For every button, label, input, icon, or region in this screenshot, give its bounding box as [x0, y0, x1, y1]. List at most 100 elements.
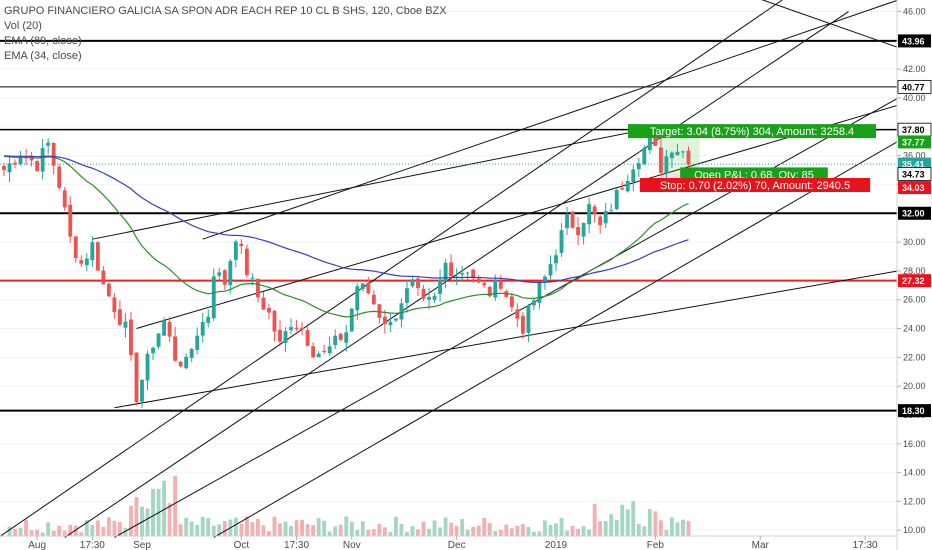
horizontal-levels[interactable]: [0, 39, 897, 412]
volume-bar: [29, 530, 34, 536]
volume-bar: [18, 527, 23, 536]
price-badge: [897, 79, 932, 94]
candle-body: [526, 305, 531, 333]
trend-line[interactable]: [202, 0, 899, 240]
trend-line[interactable]: [136, 104, 899, 329]
candle-body: [311, 346, 316, 358]
volume-bar: [520, 524, 525, 536]
x-tick-label: Aug: [28, 540, 46, 550]
y-tick-label: 26.00: [903, 295, 926, 305]
candle-body: [140, 379, 144, 402]
volume-bar: [581, 526, 586, 536]
trend-line[interactable]: [213, 140, 899, 538]
y-tick-label: 22.00: [903, 352, 926, 362]
price-badge: [898, 206, 931, 220]
volume-bar: [129, 505, 133, 536]
volume-bar: [84, 520, 89, 536]
y-tick-label: 24.00: [903, 324, 926, 334]
price-badge-label: 34.73: [902, 169, 925, 179]
candle-body: [200, 322, 205, 336]
candle-body: [112, 297, 117, 313]
price-badge-label: 18.30: [902, 406, 925, 416]
stop-label-box[interactable]: [639, 177, 871, 192]
candle-body: [543, 276, 547, 283]
volume-bar: [531, 531, 536, 536]
candlesticks: [2, 125, 691, 408]
volume-bar: [250, 522, 255, 536]
volume-bar: [598, 521, 603, 536]
trend-line[interactable]: [755, 0, 899, 49]
volume-bar: [658, 520, 663, 536]
volume-bar: [344, 516, 349, 536]
y-tick-label: 16.00: [903, 439, 926, 449]
candle-body: [327, 346, 332, 354]
candle-body: [283, 331, 288, 343]
volume-bar: [603, 521, 608, 536]
candle-body: [603, 210, 608, 224]
volume-bar: [432, 520, 437, 536]
volume-bar: [200, 516, 205, 536]
indicator-ema-34[interactable]: EMA (34, close): [4, 50, 82, 62]
volume-bar: [498, 529, 503, 536]
trend-line[interactable]: [0, 0, 783, 538]
candle-body: [393, 318, 398, 321]
volume-bar: [57, 525, 62, 536]
candle-body: [62, 190, 67, 208]
candle-body: [636, 163, 641, 170]
volume-bar: [233, 517, 238, 536]
volume-bar: [526, 527, 531, 536]
candle-body: [173, 336, 178, 361]
volume-bar: [449, 522, 454, 536]
price-badge: [897, 167, 932, 181]
target-label[interactable]: Target: 3.04 (8.75%) 304, Amount: 3258.4: [650, 126, 854, 138]
candle-body: [416, 278, 420, 288]
volume-bar: [465, 529, 470, 536]
volume-bar: [642, 526, 647, 536]
candle-body: [129, 319, 133, 355]
indicator-volume[interactable]: Vol (20): [4, 20, 42, 32]
candle-body: [565, 214, 569, 229]
stop-label[interactable]: Stop: 0.70 (2.02%) 70, Amount: 2940.5: [660, 180, 850, 192]
candle-body: [681, 151, 685, 153]
volume-bar: [189, 521, 194, 536]
volume-bar: [134, 497, 139, 536]
volume-bar: [305, 524, 310, 536]
volume-bar: [261, 525, 266, 536]
candle-body: [90, 242, 95, 261]
y-tick-label: 10.00: [903, 525, 926, 535]
candle-body: [675, 151, 680, 156]
volume-bar: [647, 509, 652, 536]
trend-lines[interactable]: [0, 0, 899, 538]
candle-body: [18, 156, 23, 165]
trend-line[interactable]: [114, 270, 899, 409]
open-pl-label-box[interactable]: [680, 167, 828, 182]
symbol-title[interactable]: GRUPO FINANCIERO GALICIA SA SPON ADR EAC…: [4, 5, 447, 17]
volume-bar: [278, 523, 282, 536]
time-axis[interactable]: Aug 17:30 Sep Oct 17:30 Nov Dec 2019 Feb Mar 17:30: [0, 535, 897, 550]
volume-bar: [482, 517, 487, 536]
candle-body: [460, 273, 465, 275]
candle-body: [244, 248, 249, 276]
volume-bar: [576, 528, 581, 536]
candle-body: [658, 147, 663, 173]
volume-bar: [140, 506, 144, 536]
candle-body: [669, 152, 674, 159]
volume-bar: [151, 488, 155, 536]
volume-bar: [255, 518, 260, 536]
candle-body: [13, 162, 17, 165]
candle-body: [360, 283, 365, 290]
candle-body: [592, 206, 597, 215]
candle-body: [24, 157, 29, 159]
candle-body: [355, 286, 360, 311]
position-labels[interactable]: Target: 3.04 (8.75%) 304, Amount: 3258.4…: [628, 124, 876, 192]
target-label-box[interactable]: [628, 124, 876, 139]
volume-bar: [669, 517, 674, 536]
volume-bar: [427, 528, 431, 536]
volume-bar: [460, 518, 465, 536]
volume-bar: [504, 524, 509, 536]
candle-body: [642, 147, 647, 165]
candle-body: [653, 131, 658, 146]
volume-bar: [195, 524, 200, 536]
indicator-ema-89[interactable]: EMA (89, close): [4, 35, 82, 47]
